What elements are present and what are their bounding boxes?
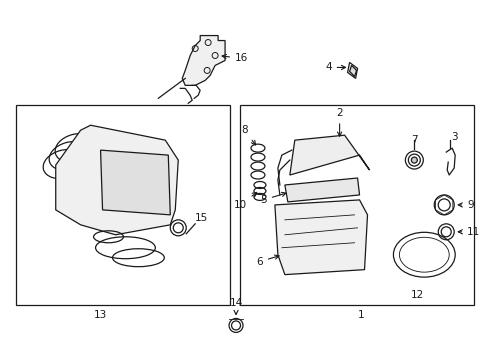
Polygon shape [285,178,360,202]
Text: 8: 8 [242,125,256,145]
Bar [16,105,230,305]
Text: 16: 16 [222,54,248,63]
Polygon shape [100,150,171,215]
Polygon shape [349,66,357,76]
Text: 5: 5 [260,192,286,205]
Text: 3: 3 [451,132,458,142]
Text: 7: 7 [411,135,417,145]
Circle shape [412,157,417,163]
Polygon shape [56,125,178,235]
Text: 13: 13 [94,310,107,320]
Polygon shape [182,36,225,85]
Text: 9: 9 [458,200,474,210]
Text: 2: 2 [336,108,343,136]
Text: 1: 1 [358,310,365,320]
Text: 4: 4 [325,62,345,72]
Text: 10: 10 [234,192,257,210]
Text: 11: 11 [458,227,480,237]
Text: 6: 6 [256,255,279,267]
Bar [240,105,474,305]
Polygon shape [290,135,369,175]
Text: 14: 14 [229,297,243,314]
Polygon shape [275,200,368,275]
Text: 15: 15 [195,213,208,223]
Polygon shape [347,62,358,78]
Text: 12: 12 [411,289,424,300]
